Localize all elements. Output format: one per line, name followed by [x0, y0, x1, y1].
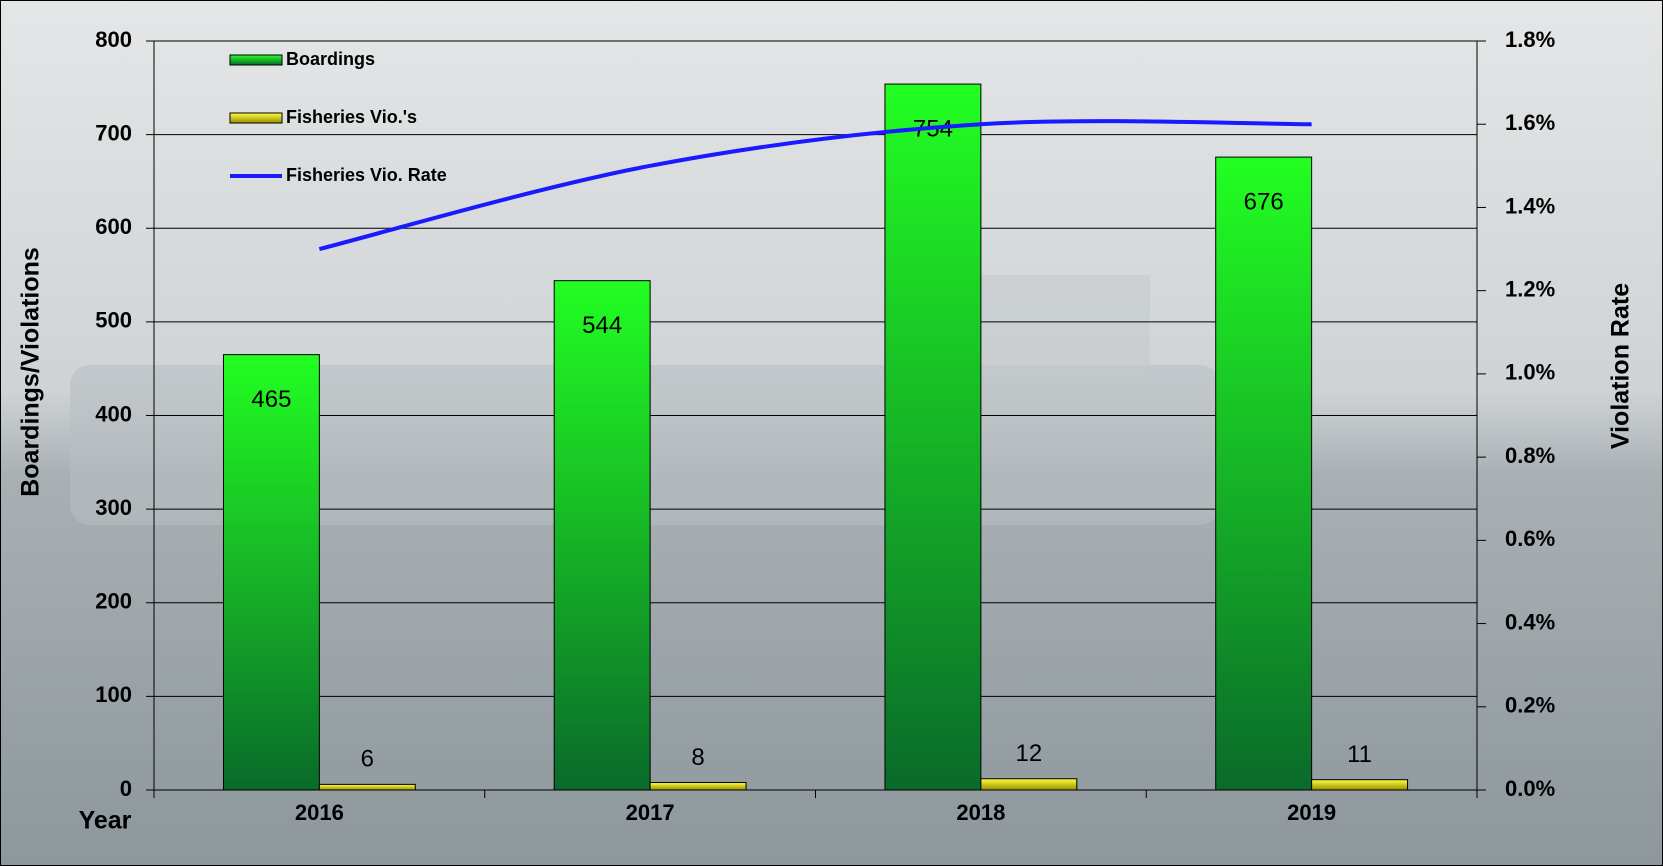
y2-tick-label: 0.8% — [1505, 443, 1555, 468]
y2-tick-label: 1.4% — [1505, 193, 1555, 218]
y-axis-label: Boardings/Violations — [17, 247, 45, 497]
data-label: 676 — [1244, 188, 1284, 215]
y-tick-label: 100 — [95, 682, 132, 707]
bar — [884, 83, 982, 791]
legend-label: Fisheries Vio.'s — [286, 107, 417, 127]
y-tick-label: 300 — [95, 495, 132, 520]
background-cabin — [950, 275, 1150, 375]
y2-axis-label: Violation Rate — [1607, 283, 1635, 449]
data-label: 8 — [691, 744, 704, 771]
x-tick-label: 2016 — [295, 800, 344, 825]
bar — [649, 782, 747, 791]
y2-tick-label: 1.8% — [1505, 27, 1555, 52]
x-tick-label: 2019 — [1287, 800, 1336, 825]
y-tick-label: 500 — [95, 308, 132, 333]
y-tick-label: 800 — [95, 27, 132, 52]
legend-swatch — [229, 54, 283, 66]
bar — [318, 783, 416, 791]
data-label: 465 — [251, 386, 291, 413]
x-tick-label: 2018 — [956, 800, 1005, 825]
legend-swatch — [229, 112, 283, 124]
y2-tick-label: 1.0% — [1505, 360, 1555, 385]
x-tick-label: 2017 — [626, 800, 675, 825]
y2-tick-label: 1.6% — [1505, 110, 1555, 135]
x-axis-label: Year — [79, 807, 132, 835]
bar — [553, 280, 651, 791]
y2-tick-label: 0.0% — [1505, 776, 1555, 801]
bar — [1311, 779, 1409, 791]
line — [318, 119, 1312, 251]
data-label: 544 — [582, 312, 622, 339]
y2-tick-label: 0.6% — [1505, 526, 1555, 551]
y2-tick-label: 1.2% — [1505, 276, 1555, 301]
y-tick-label: 0 — [120, 776, 132, 801]
y-tick-label: 400 — [95, 401, 132, 426]
y-tick-label: 200 — [95, 589, 132, 614]
bar — [1215, 156, 1313, 791]
data-label: 11 — [1347, 741, 1372, 768]
data-label: 6 — [361, 746, 374, 773]
y2-tick-label: 0.2% — [1505, 693, 1555, 718]
data-label: 12 — [1015, 740, 1042, 767]
y-tick-label: 600 — [95, 214, 132, 239]
legend-label: Boardings — [286, 49, 375, 69]
y-tick-label: 700 — [95, 120, 132, 145]
bar — [222, 354, 320, 791]
bar — [980, 778, 1078, 791]
legend-label: Fisheries Vio. Rate — [286, 165, 447, 185]
y2-tick-label: 0.4% — [1505, 609, 1555, 634]
